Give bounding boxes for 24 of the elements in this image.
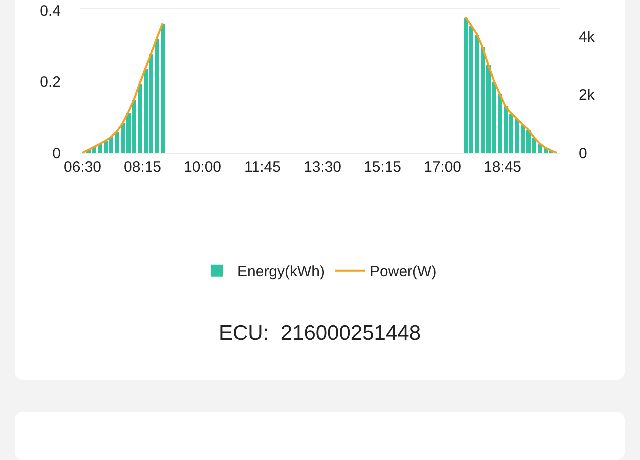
y2-tick-label: 4k [579, 28, 596, 46]
bar [138, 84, 142, 153]
y2-tick-label: 0 [579, 145, 588, 162]
x-tick-label: 11:45 [244, 159, 281, 176]
x-tick-label: 17:00 [424, 159, 462, 176]
x-tick-label: 10:00 [184, 159, 222, 176]
x-tick-label: 06:30 [64, 159, 102, 176]
legend-label: Power(W) [370, 264, 437, 281]
x-tick-label: 18:45 [484, 159, 522, 176]
bar [475, 35, 479, 153]
y-tick-label: 0.2 [40, 74, 61, 92]
x-tick-label: 08:15 [124, 159, 162, 176]
y-tick-label: 0.4 [40, 3, 61, 20]
text: ECU: 216000251448 [219, 322, 421, 345]
bar [161, 24, 165, 153]
bar [515, 119, 519, 153]
y2-tick-label: 2k [579, 87, 596, 104]
bar [115, 132, 119, 153]
x-tick-label: 15:15 [364, 159, 402, 176]
bar [498, 94, 502, 153]
x-tick-label: 13:30 [304, 159, 342, 176]
bar [155, 39, 159, 153]
legend-label: Energy(kWh) [238, 264, 326, 281]
y-tick-label: 0 [52, 145, 61, 162]
